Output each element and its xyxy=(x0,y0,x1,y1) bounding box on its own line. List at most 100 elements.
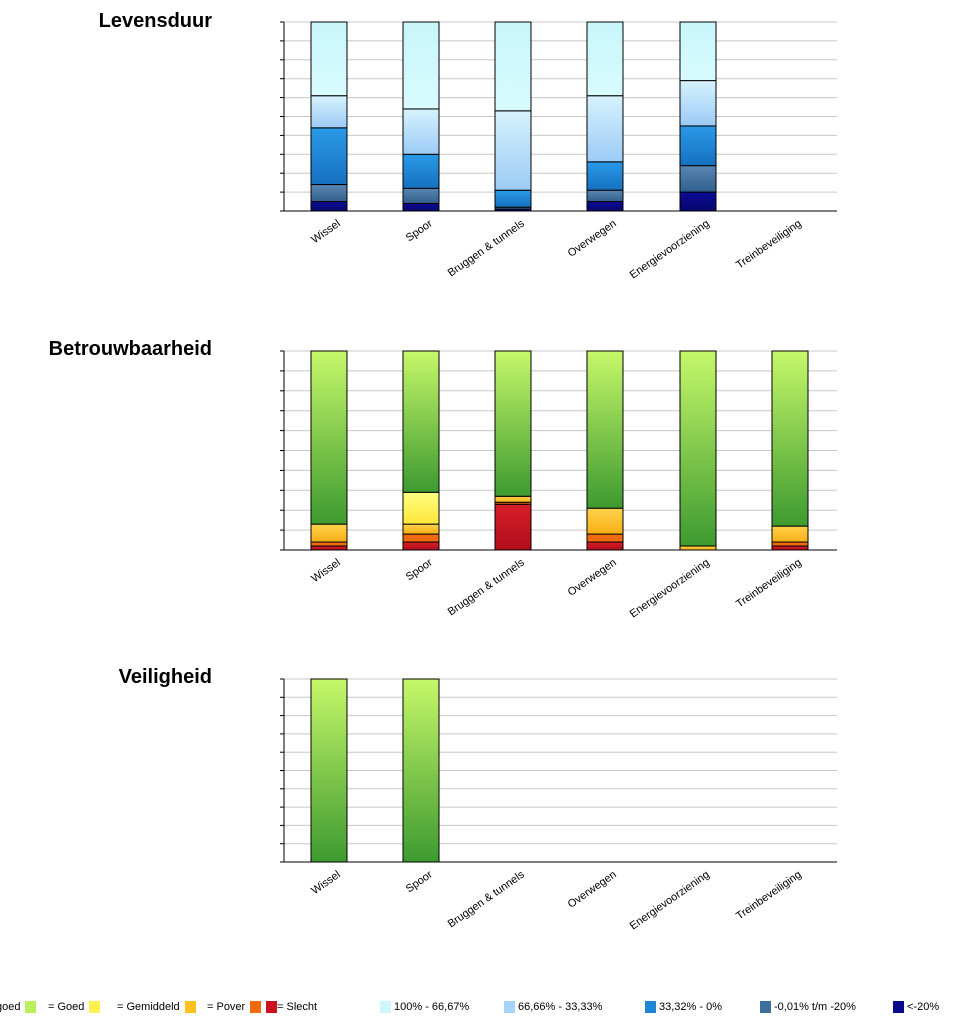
x-tick-label: Wissel xyxy=(309,869,342,897)
bar-segment xyxy=(402,153,440,189)
legend-swatch xyxy=(250,1001,262,1013)
legend-label: 66,66% - 33,33% xyxy=(518,1001,603,1013)
legend-item-range-2: 66,66% - 33,33% xyxy=(504,1000,602,1014)
bar-segment xyxy=(310,95,348,129)
bar-segment xyxy=(771,350,809,527)
legend-item-range-4: -0,01% t/m -20% xyxy=(760,1000,856,1014)
x-tick-label: Treinbeveiliging xyxy=(734,869,804,923)
bar-segment xyxy=(310,21,348,97)
bar-segment xyxy=(679,350,717,547)
legend-swatch xyxy=(760,1001,771,1013)
bar-segment xyxy=(679,80,717,127)
bar-segment xyxy=(771,545,809,551)
legend-label: 100% - 66,67% xyxy=(394,1001,470,1013)
x-tick-label: Treinbeveiliging xyxy=(734,218,804,272)
x-tick-label: Overwegen xyxy=(566,218,619,260)
legend-item-range-3: 33,32% - 0% xyxy=(645,1000,722,1014)
bar-segment xyxy=(494,495,532,503)
x-tick-label: Overwegen xyxy=(566,869,619,911)
legend-label: -0,01% t/m -20% xyxy=(774,1001,856,1013)
bar-segment xyxy=(771,541,809,547)
bar-segment xyxy=(586,533,624,543)
legend-item-range-5: <-20% xyxy=(893,1000,939,1014)
x-tick-label: Treinbeveiliging xyxy=(734,557,804,611)
bar-segment xyxy=(494,350,532,497)
legend-swatch xyxy=(893,1001,904,1013)
x-tick-label: Wissel xyxy=(309,557,342,585)
bar-segment xyxy=(402,523,440,535)
x-tick-label: Wissel xyxy=(309,218,342,246)
legend-label: = Pover xyxy=(207,1001,246,1013)
bar-segment xyxy=(402,21,440,110)
legend-item-slecht: = Slecht xyxy=(266,1000,317,1014)
bar-segment xyxy=(679,545,717,551)
bar-segment xyxy=(310,184,348,203)
legend-label: = Gemiddeld xyxy=(117,1001,180,1013)
legend-swatch xyxy=(504,1001,515,1013)
bar-segment xyxy=(310,678,348,863)
legend-label: = Goed xyxy=(48,1001,85,1013)
x-tick-label: Bruggen & tunnels xyxy=(446,217,527,279)
bar-segment xyxy=(494,503,532,551)
x-tick-label: Bruggen & tunnels xyxy=(446,868,527,930)
legend-item-gemiddeld: = Gemiddeld xyxy=(117,1000,199,1014)
x-tick-label: Spoor xyxy=(404,556,435,583)
legend-item-pover: = Pover xyxy=(207,1000,264,1014)
bar-segment xyxy=(586,541,624,551)
legend-swatch xyxy=(184,1001,196,1013)
bar-segment xyxy=(494,189,532,208)
bar-segment xyxy=(402,202,440,212)
legend-swatch xyxy=(266,1001,277,1013)
x-tick-label: Bruggen & tunnels xyxy=(446,556,527,618)
chart-title-levensduur: Levensduur xyxy=(98,10,212,32)
legend-label: <-20% xyxy=(907,1001,940,1013)
chart-0: Wissel Spoor Bruggen & tunnels Overwegen Ene… xyxy=(280,21,837,282)
bar-segment xyxy=(402,678,440,863)
bar-segment xyxy=(586,350,624,509)
x-tick-label: Spoor xyxy=(404,868,435,895)
bar-segment xyxy=(402,108,440,155)
legend-item-range-1: 100% - 66,67% xyxy=(380,1000,469,1014)
bar-segment xyxy=(310,523,348,543)
bar-segment xyxy=(402,350,440,493)
bar-segment xyxy=(310,545,348,551)
bar-segment xyxy=(402,491,440,525)
bar-segment xyxy=(310,201,348,212)
bar-segment xyxy=(679,125,717,167)
chart-title-betrouwbaarheid: Betrouwbaarheid xyxy=(48,338,212,360)
legend-label: 33,32% - 0% xyxy=(659,1001,722,1013)
bar-segment xyxy=(586,21,624,97)
chart-title-veiligheid: Veiligheid xyxy=(118,666,212,688)
bar-segment xyxy=(679,191,717,212)
bar-segment xyxy=(679,21,717,82)
legend-swatch xyxy=(645,1001,656,1013)
legend-item-goed: = Goed xyxy=(48,1000,103,1014)
bar-segment xyxy=(771,525,809,543)
legend-swatch xyxy=(89,1001,101,1013)
bar-segment xyxy=(679,165,717,193)
chart-2: Wissel Spoor Bruggen & tunnels Overwegen Ene… xyxy=(280,678,837,932)
bar-segment xyxy=(586,189,624,203)
x-tick-label: Energievoorziening xyxy=(628,557,712,621)
x-tick-label: Energievoorziening xyxy=(628,218,712,282)
bar-segment xyxy=(310,350,348,525)
bar-segment xyxy=(494,21,532,112)
bar-segment xyxy=(586,95,624,163)
x-tick-label: Spoor xyxy=(404,217,435,244)
legend-label: = Slecht xyxy=(277,1001,318,1013)
bar-segment xyxy=(310,127,348,186)
legend-swatch xyxy=(380,1001,391,1013)
bar-segment xyxy=(586,161,624,191)
bar-segment xyxy=(402,187,440,204)
chart-1: Wissel Spoor Bruggen & tunnels Overwegen Ene… xyxy=(280,350,837,621)
bar-segment xyxy=(586,507,624,535)
bar-segment xyxy=(402,533,440,543)
bar-segment xyxy=(586,201,624,212)
x-tick-label: Overwegen xyxy=(566,557,619,599)
bar-segment xyxy=(402,541,440,551)
legend-swatch xyxy=(25,1001,37,1013)
